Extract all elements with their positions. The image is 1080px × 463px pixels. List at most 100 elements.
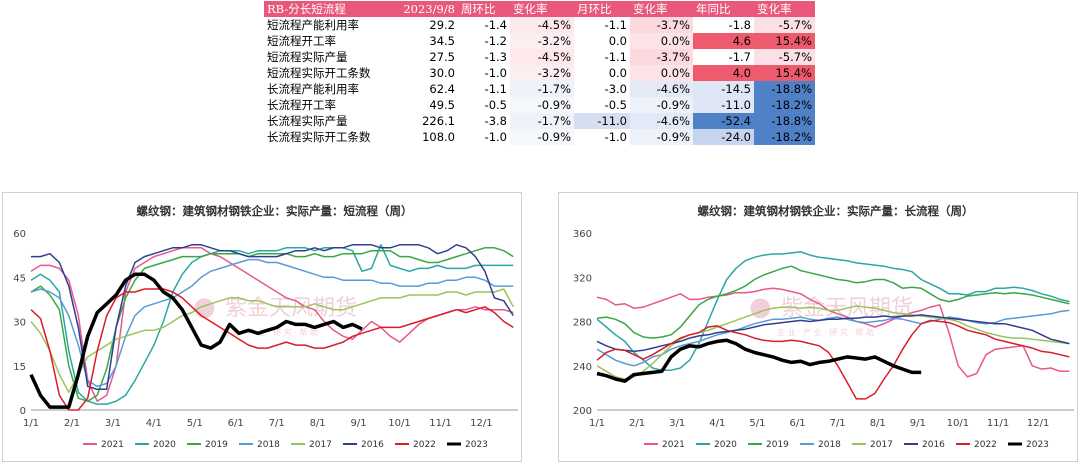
- table-cell: 15.4%: [754, 33, 815, 49]
- row-label: 短流程开工率: [267, 33, 336, 48]
- chart-title: 螺纹钢：建筑钢材钢铁企业：实际产量：短流程（周）: [137, 204, 413, 218]
- x-tick-label: 3/1: [105, 418, 121, 429]
- legend: 2021 2020 2019 2018 2017 2016 2022 2023: [644, 440, 1049, 450]
- legend-label-2016: 2016: [922, 440, 945, 450]
- table-cell: -24.0: [693, 129, 754, 145]
- chart-panel-short-process: 螺纹钢：建筑钢材钢铁企业：实际产量：短流程（周） ● 紫金天风期货企 业 · 产 业…: [2, 192, 522, 462]
- y-tick-label: 60: [13, 229, 26, 240]
- table-cell: -3.2%: [510, 65, 574, 81]
- table-cell: 4.6: [693, 33, 754, 49]
- summary-table: RB-分长短流程 2023/9/8 周环比 变化率 月环比 变化率 年同比 变化率 短流程产能利…: [264, 1, 815, 145]
- table-header-cell: 月环比: [574, 1, 630, 17]
- x-tick-label: 6/1: [789, 418, 805, 429]
- x-tick-label: 12/1: [470, 418, 492, 429]
- table-cell: -3.7%: [630, 49, 693, 65]
- x-tick-label: 11/1: [987, 418, 1009, 429]
- watermark-subtext: 企 业 · 产 业 · 研 究 · 帮 助: [221, 327, 318, 337]
- table-cell: -18.2%: [754, 129, 815, 145]
- table-cell: -11.0: [693, 97, 754, 113]
- table-cell: -52.4: [693, 113, 754, 129]
- x-tick-label: 10/1: [388, 418, 410, 429]
- table-cell: -1.8: [728, 17, 751, 32]
- table-row: 短流程实际产量 27.5 -1.3 -4.5% -1.1 -3.7% -1.7 -5.7%: [264, 49, 815, 65]
- row-label: 短流程实际产量: [267, 49, 348, 64]
- table-cell: -14.5: [693, 81, 754, 97]
- table-header-cell: 年同比: [693, 1, 754, 17]
- y-tick-label: 360: [573, 229, 592, 240]
- x-tick-label: 7/1: [269, 418, 285, 429]
- table-cell: 49.5: [429, 97, 455, 112]
- table-cell: -1.3: [484, 49, 507, 64]
- y-tick-label: 240: [573, 362, 592, 373]
- legend: 2021 2020 2019 2018 2017 2016 2022 2023: [83, 440, 488, 450]
- row-label: 长流程产能利用率: [267, 81, 359, 96]
- row-label: 长流程开工率: [267, 97, 336, 112]
- legend-label-2023: 2023: [465, 440, 488, 450]
- legend-label-2022: 2022: [974, 440, 997, 450]
- table-cell: -11.0: [574, 113, 630, 129]
- table-cell: -3.2%: [510, 33, 574, 49]
- x-tick-label: 9/1: [910, 418, 926, 429]
- row-label: 短流程实际开工条数: [267, 65, 371, 80]
- table-header-cell: RB-分长短流程: [264, 1, 400, 17]
- table-row: 长流程产能利用率 62.4 -1.1 -1.7% -3.0 -4.6% -14.5 -18.8…: [264, 81, 815, 97]
- x-tick-label: 8/1: [310, 418, 326, 429]
- table-row: 短流程产能利用率 29.2 -1.4 -4.5% -1.1 -3.7% -1.8 -5.7%: [264, 17, 815, 33]
- series-line-2022: [30, 288, 514, 411]
- table-cell: -1.2: [484, 33, 507, 48]
- x-tick-label: 1/1: [23, 418, 39, 429]
- x-tick-label: 11/1: [429, 418, 451, 429]
- table-row: 长流程实际产量 226.1 -3.8 -1.7% -11.0 -4.6% -52.4 -18.…: [264, 113, 815, 129]
- x-tick-label: 6/1: [228, 418, 244, 429]
- legend-label-2018: 2018: [818, 440, 841, 450]
- table-cell: -0.9%: [510, 129, 574, 145]
- legend-label-2019: 2019: [205, 440, 228, 450]
- series-line-2016: [596, 314, 1070, 353]
- y-tick-label: 15: [13, 362, 26, 373]
- x-tick-label: 1/1: [589, 418, 605, 429]
- table-cell: 108.0: [422, 129, 455, 144]
- table-cell: -18.8%: [754, 113, 815, 129]
- y-tick-label: 200: [573, 406, 592, 417]
- x-tick-label: 4/1: [709, 418, 725, 429]
- y-tick-label: 30: [13, 318, 26, 329]
- legend-label-2022: 2022: [413, 440, 436, 450]
- x-tick-label: 12/1: [1027, 418, 1049, 429]
- legend-label-2023: 2023: [1026, 440, 1049, 450]
- table-cell: -1.4: [484, 17, 507, 32]
- table-cell: 15.4%: [754, 65, 815, 81]
- y-tick-label: 280: [573, 318, 592, 329]
- legend-label-2020: 2020: [153, 440, 176, 450]
- series-line-2018: [30, 258, 514, 388]
- table-cell: -0.9%: [510, 97, 574, 113]
- table-cell: -1.0: [484, 65, 507, 80]
- table-cell: 27.5: [429, 49, 455, 64]
- table-row: 长流程实际开工条数 108.0 -1.0 -0.9% -1.0 -0.9% -24.0 -18…: [264, 129, 815, 145]
- table-cell: -4.6%: [630, 113, 693, 129]
- table-cell: -5.7%: [754, 17, 815, 33]
- table-cell: 62.4: [429, 81, 455, 96]
- x-tick-label: 10/1: [947, 418, 969, 429]
- table-cell: -1.1: [604, 17, 627, 32]
- series-line-2021: [596, 287, 1070, 378]
- table-cell: -0.9%: [630, 129, 693, 145]
- table-cell: -0.5: [604, 97, 627, 112]
- x-tick-label: 5/1: [749, 418, 765, 429]
- y-tick-label: 0: [20, 406, 26, 417]
- legend-label-2021: 2021: [101, 440, 124, 450]
- table-header-cell: 周环比: [458, 1, 510, 17]
- table-row: 短流程开工率 34.5 -1.2 -3.2% 0.0 0.0% 4.6 15.4%: [264, 33, 815, 49]
- table-cell: 29.2: [429, 17, 455, 32]
- table-header-cell: 变化率: [630, 1, 693, 17]
- table-cell: -18.2%: [754, 97, 815, 113]
- table-cell: 34.5: [429, 33, 455, 48]
- table-cell: 30.0: [429, 65, 455, 80]
- table-header-row: RB-分长短流程 2023/9/8 周环比 变化率 月环比 变化率 年同比 变化率: [264, 1, 815, 17]
- table-cell: -3.0: [604, 81, 627, 96]
- legend-label-2021: 2021: [662, 440, 685, 450]
- row-label: 短流程产能利用率: [267, 17, 359, 32]
- table-cell: 0.0%: [630, 65, 693, 81]
